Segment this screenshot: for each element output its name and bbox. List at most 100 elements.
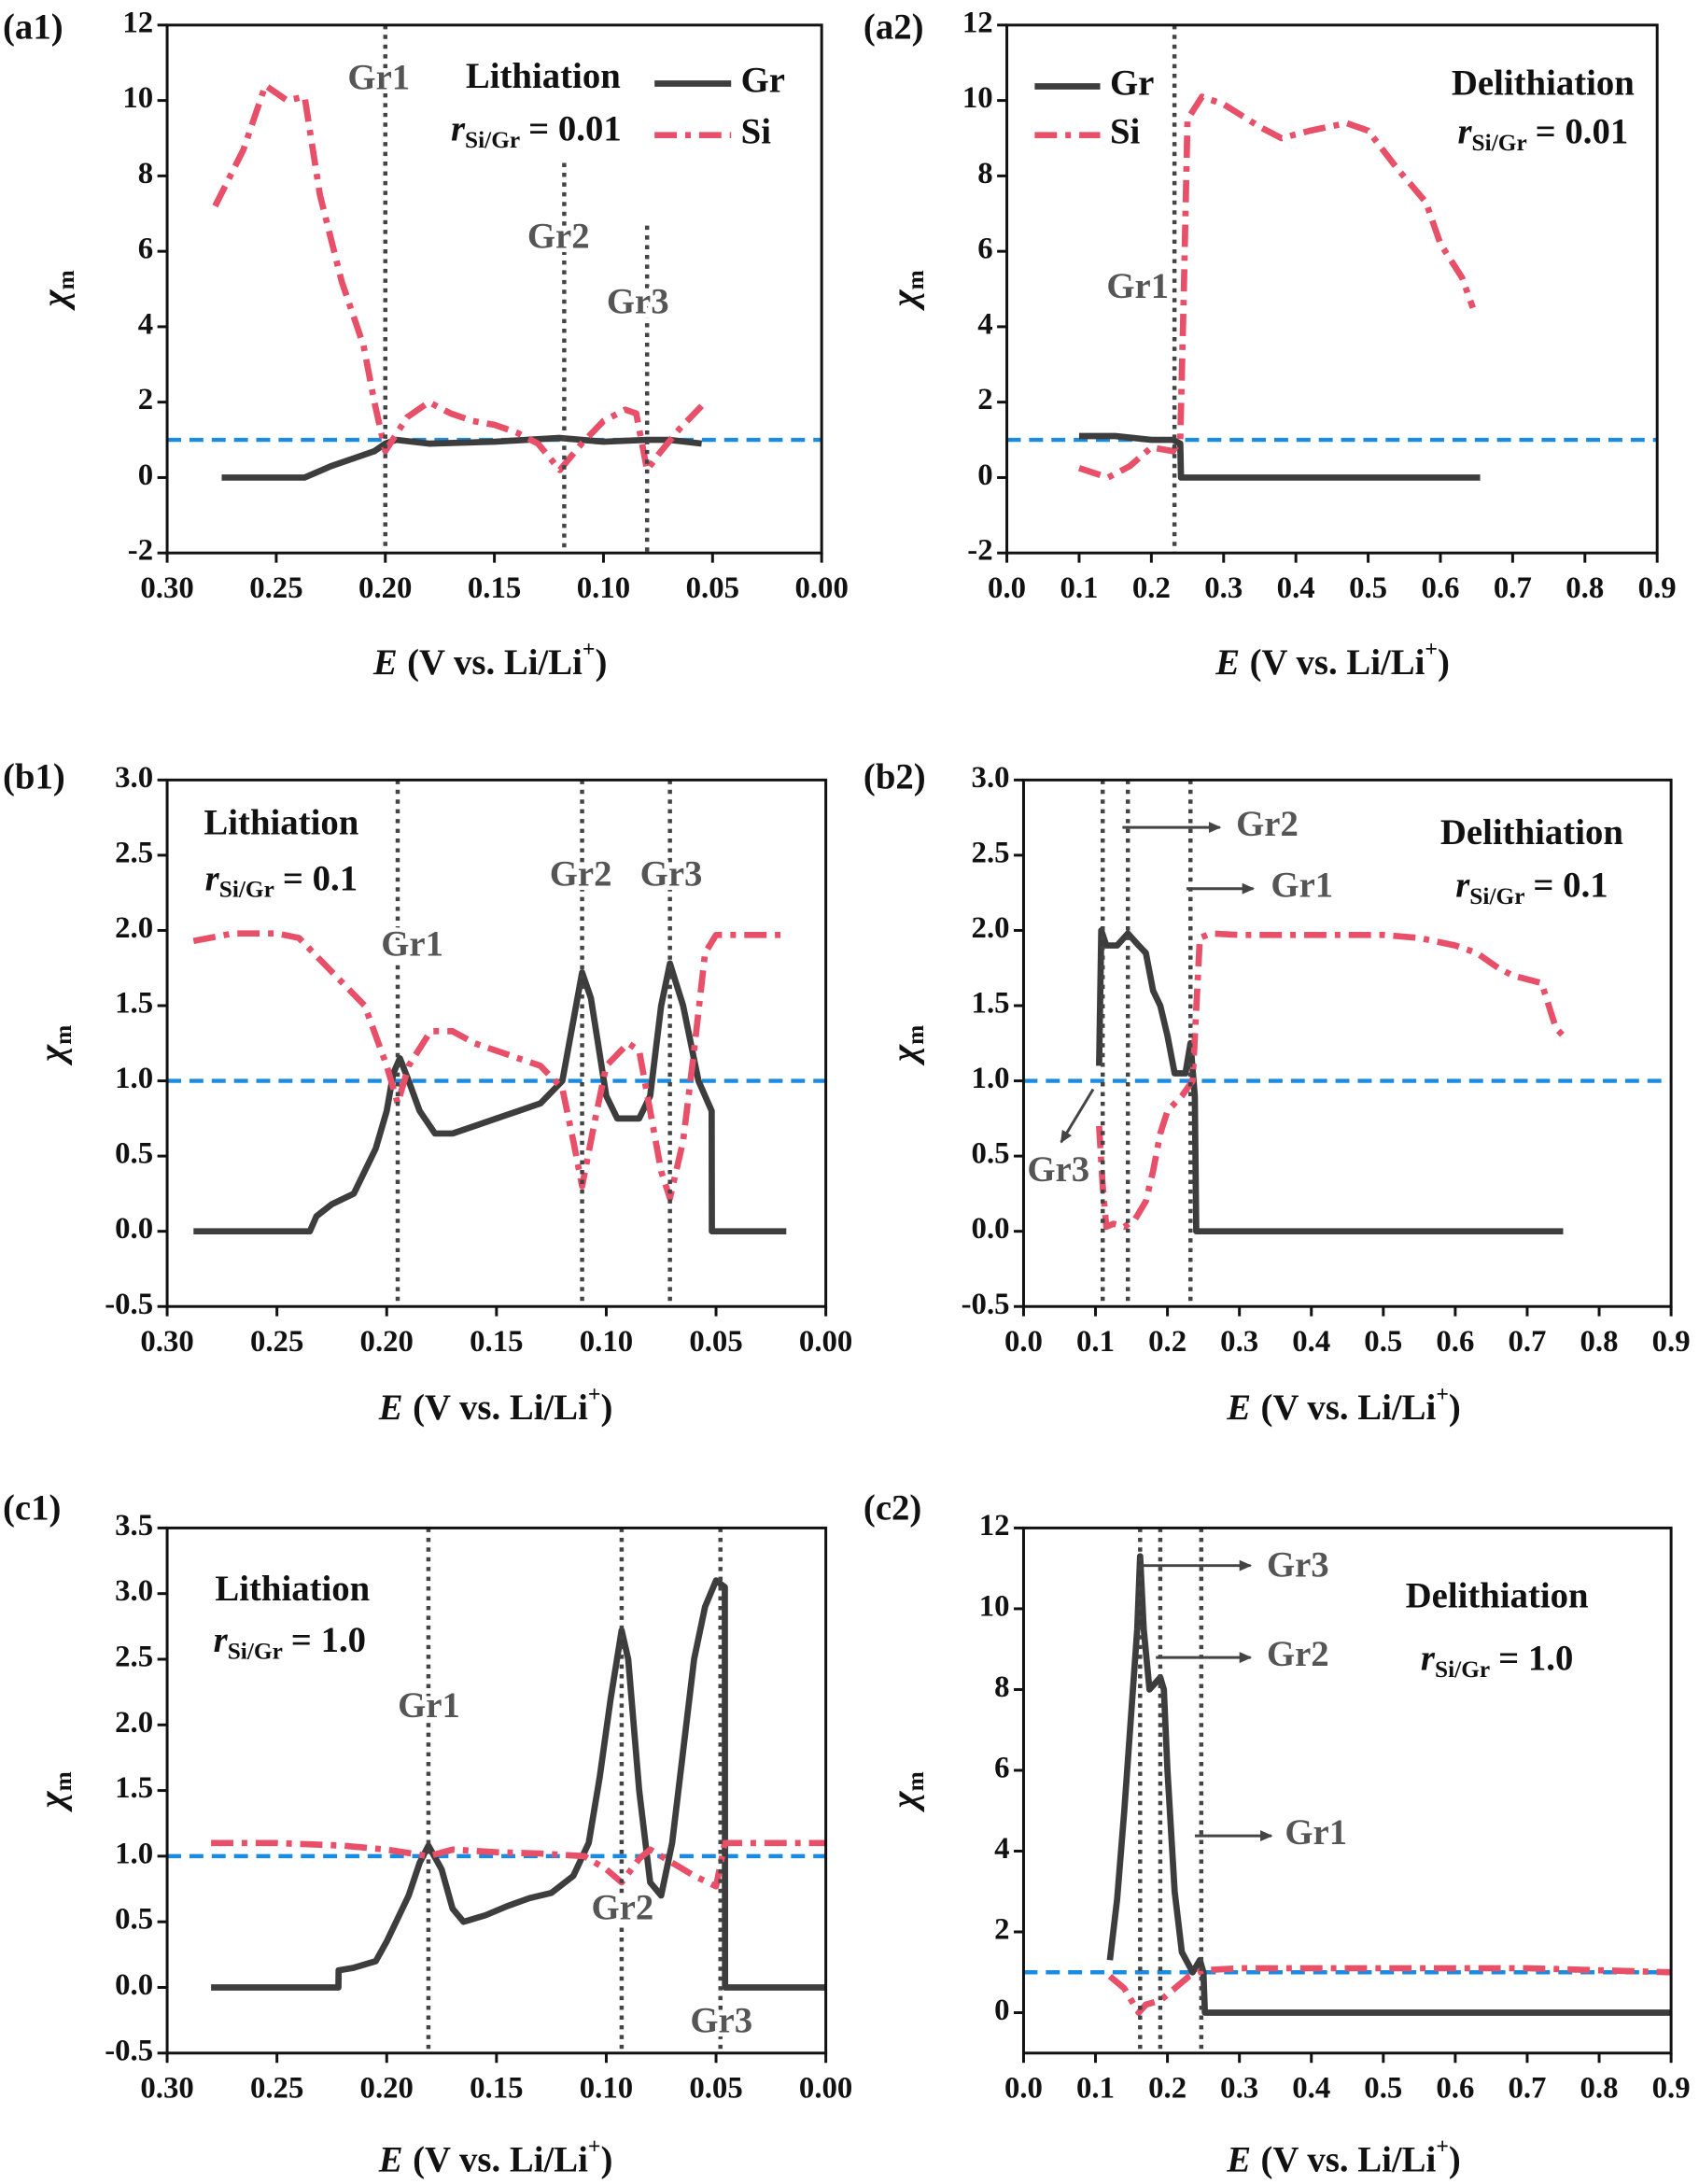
x-axis-title: E (V vs. Li/Li+) — [1215, 639, 1450, 683]
y-axis-title: χm — [885, 270, 929, 311]
panel-label: (b1) — [3, 756, 65, 796]
y-tick-label: -0.5 — [105, 2034, 153, 2067]
y-tick-label: -2 — [128, 534, 153, 568]
condition-label: Delithiation — [1440, 812, 1623, 852]
condition-label: Lithiation — [204, 802, 358, 842]
y-tick-label: 2 — [977, 383, 992, 416]
marker-label: Gr2 — [1236, 804, 1299, 844]
x-tick-label: 0.10 — [580, 1325, 633, 1359]
y-axis-symbol: χ — [885, 1790, 925, 1812]
x-tick-label: 0.6 — [1421, 571, 1459, 605]
x-tick-label: 0.0 — [988, 571, 1026, 605]
x-tick-label: 0.10 — [577, 571, 630, 605]
legend-label: Gr — [741, 60, 785, 100]
x-tick-label: 0.1 — [1060, 571, 1098, 605]
panel-label: (a2) — [864, 7, 924, 48]
x-tick-label: 0.25 — [249, 571, 302, 605]
ratio-label: rSi/Gr = 1.0 — [214, 1620, 366, 1664]
x-tick-label: 0.30 — [140, 571, 193, 605]
x-axis-title: E (V vs. Li/Li+) — [1226, 2135, 1461, 2179]
x-tick-label: 0.5 — [1349, 571, 1387, 605]
x-axis-text: (V vs. Li/Li — [1261, 1388, 1437, 1428]
x-axis-title: E (V vs. Li/Li+) — [372, 639, 608, 683]
y-axis-subscript: m — [903, 1771, 929, 1791]
x-axis-superscript: + — [588, 1384, 601, 1408]
y-tick-label: 0.0 — [115, 1212, 153, 1246]
y-tick-label: 3.5 — [115, 1509, 153, 1543]
y-tick-label: 0.5 — [115, 1903, 153, 1937]
x-axis-close: ) — [600, 2140, 612, 2180]
x-tick-label: 0.10 — [580, 2072, 633, 2106]
x-tick-label: 0.9 — [1652, 1325, 1691, 1359]
x-axis-symbol: E — [1215, 642, 1240, 683]
y-axis-title: χm — [885, 1025, 929, 1066]
series-line — [1078, 432, 1481, 481]
x-tick-label: 0.15 — [468, 571, 521, 605]
x-axis-superscript: + — [1436, 1384, 1449, 1408]
ratio-label: rSi/Gr = 0.1 — [1455, 866, 1608, 909]
y-tick-label: 12 — [122, 6, 153, 39]
y-tick-label: 1.5 — [115, 1771, 153, 1805]
series-line — [1077, 93, 1476, 481]
x-axis-superscript: + — [1436, 2135, 1449, 2160]
ratio-symbol: r — [1457, 112, 1472, 152]
series-line — [212, 82, 705, 473]
panel: 0.30 0.25 0.20 0.15 0.10 0.05 0.00 -2 0 2 4 6 8 10 12 G… — [3, 6, 849, 683]
panel: 0.30 0.25 0.20 0.15 0.10 0.05 0.00 -0.5 0.0 0.5 1.… — [3, 1487, 852, 2179]
y-tick-label: 0.5 — [972, 1137, 1010, 1171]
plot-frame — [165, 778, 828, 1308]
panel-label: (b2) — [864, 756, 926, 796]
y-axis-title: χm — [33, 1025, 77, 1066]
panel: 0.0 0.1 0.2 0.3 0.4 0.5 0.6 0.7 0.8 0.9 -2 0 2 4 6 8 10 1… — [864, 6, 1677, 683]
x-tick-label: 0.3 — [1220, 2072, 1258, 2106]
x-tick-label: 0.25 — [250, 2072, 303, 2106]
ratio-label: rSi/Gr = 0.1 — [205, 858, 358, 902]
y-tick-label: 2.5 — [972, 836, 1010, 869]
y-tick-label: 12 — [979, 1509, 1010, 1543]
marker-label: Gr1 — [1106, 266, 1169, 306]
x-tick-label: 0.7 — [1508, 1325, 1546, 1359]
x-tick-label: 0.3 — [1220, 1325, 1258, 1359]
x-tick-label: 0.2 — [1148, 1325, 1186, 1359]
x-tick-label: 0.8 — [1566, 571, 1604, 605]
x-tick-label: 0.2 — [1132, 571, 1171, 605]
y-axis-subscript: m — [50, 1771, 77, 1791]
x-axis-text: (V vs. Li/Li — [413, 2140, 588, 2180]
y-tick-label: 3.0 — [115, 761, 153, 795]
x-axis-symbol: E — [378, 1388, 403, 1428]
ratio-value: = 0.01 — [1536, 112, 1629, 152]
x-tick-label: 0.4 — [1277, 571, 1315, 605]
series-line — [1106, 1553, 1672, 2016]
y-tick-label: 6 — [994, 1751, 1009, 1784]
y-axis-subscript: m — [903, 270, 929, 289]
x-axis-close: ) — [1449, 2140, 1461, 2180]
y-axis-title: χm — [35, 270, 79, 311]
ratio-label: rSi/Gr = 1.0 — [1421, 1639, 1573, 1683]
y-axis-subscript: m — [53, 270, 79, 289]
y-tick-label: 12 — [962, 6, 993, 39]
y-tick-label: 1.0 — [115, 1062, 153, 1095]
marker-label: Gr1 — [1285, 1812, 1347, 1853]
x-tick-label: 0.05 — [689, 1325, 742, 1359]
ratio-value: = 0.1 — [283, 858, 358, 898]
y-tick-label: 4 — [138, 307, 153, 341]
plot-frame — [1005, 23, 1659, 555]
x-tick-label: 0.05 — [689, 2072, 742, 2106]
marker-label: Gr3 — [607, 282, 669, 322]
x-axis-superscript: + — [588, 2135, 601, 2160]
x-tick-label: 0.05 — [686, 571, 739, 605]
condition-label: Delithiation — [1452, 63, 1635, 103]
x-axis-close: ) — [600, 1388, 612, 1428]
y-tick-label: 8 — [994, 1670, 1009, 1704]
y-tick-label: 2.5 — [115, 1641, 153, 1674]
x-tick-label: 0.9 — [1652, 2072, 1691, 2106]
marker-label: Gr1 — [398, 1685, 460, 1726]
y-tick-label: 0 — [977, 458, 992, 492]
y-tick-label: 2.0 — [972, 911, 1010, 945]
ratio-value: = 1.0 — [291, 1620, 366, 1660]
x-axis-text: (V vs. Li/Li — [407, 642, 583, 683]
marker-label: Gr3 — [690, 2000, 752, 2040]
x-tick-label: 0.7 — [1494, 571, 1532, 605]
series-line — [211, 1577, 826, 1991]
y-axis-subscript: m — [903, 1025, 929, 1045]
